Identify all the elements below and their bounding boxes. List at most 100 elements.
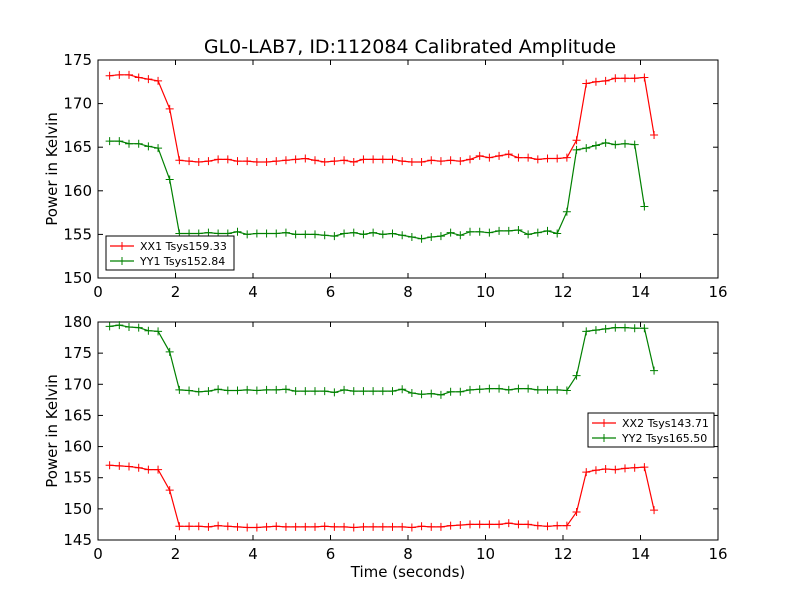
data-point	[281, 385, 290, 394]
data-point	[591, 77, 600, 86]
data-point	[591, 466, 600, 475]
legend-label: XX2 Tsys143.71	[622, 417, 709, 430]
data-point	[650, 506, 659, 515]
data-point	[456, 387, 465, 396]
data-point	[154, 327, 163, 336]
data-point	[621, 74, 629, 83]
data-point	[427, 522, 436, 531]
x-tick-label: 12	[553, 283, 572, 301]
data-point	[524, 230, 533, 239]
data-point	[466, 155, 474, 164]
y-tick-label: 150	[63, 500, 92, 518]
data-point	[417, 234, 426, 243]
y-tick-label: 160	[63, 438, 92, 456]
series-xx1	[105, 70, 659, 167]
data-point	[262, 522, 271, 531]
data-point	[223, 386, 232, 395]
legend-marker	[600, 419, 608, 427]
data-point	[359, 155, 368, 164]
data-point	[591, 326, 600, 335]
data-point	[524, 153, 533, 162]
data-point	[204, 157, 213, 166]
data-point	[262, 158, 271, 167]
x-tick-label: 2	[171, 283, 181, 301]
data-point	[320, 231, 329, 240]
x-tick-label: 0	[93, 283, 103, 301]
y-tick-label: 155	[63, 469, 92, 487]
data-point	[572, 145, 581, 154]
y-tick-label: 175	[63, 344, 92, 362]
data-point	[243, 523, 252, 532]
data-point	[427, 389, 436, 398]
data-point	[378, 387, 387, 396]
legend-marker	[118, 242, 126, 250]
data-point	[466, 520, 474, 529]
series-yy1	[105, 137, 649, 243]
data-point	[349, 387, 358, 396]
data-point	[562, 521, 571, 530]
data-point	[125, 139, 133, 148]
data-point	[601, 464, 610, 473]
data-point	[388, 387, 397, 396]
data-point	[388, 522, 397, 531]
data-point	[407, 158, 416, 167]
data-point	[165, 175, 174, 184]
data-point	[105, 322, 114, 331]
legend-marker	[600, 434, 608, 442]
data-point	[125, 70, 133, 79]
data-point	[553, 385, 562, 394]
top-plot: 0 2 4 6 8 10 12 14 16 150 155 160 165 170 175 Power in …	[43, 51, 728, 301]
data-point	[144, 75, 153, 84]
data-point	[640, 324, 649, 333]
data-point	[572, 371, 581, 380]
data-point	[301, 230, 310, 239]
data-point	[301, 522, 310, 531]
data-point	[185, 157, 194, 166]
data-point	[417, 522, 426, 531]
data-point	[311, 522, 319, 531]
data-point	[204, 387, 213, 396]
data-point	[611, 465, 620, 474]
data-point	[194, 522, 203, 531]
y-tick-label: 145	[63, 531, 92, 549]
data-point	[495, 226, 504, 235]
data-point	[621, 139, 629, 148]
series-line	[109, 324, 655, 396]
data-point	[369, 155, 378, 164]
data-point	[398, 157, 407, 166]
data-point	[105, 137, 114, 146]
data-point	[630, 140, 639, 149]
data-point	[233, 386, 242, 395]
data-point	[543, 226, 552, 235]
data-point	[359, 522, 368, 531]
data-point	[340, 385, 349, 394]
data-point	[446, 156, 455, 165]
data-point	[252, 158, 261, 167]
data-point	[340, 156, 349, 165]
y-axis-label: Power in Kelvin	[43, 112, 61, 226]
data-point	[601, 324, 610, 333]
data-point	[262, 385, 271, 394]
legend: XX2 Tsys143.71 YY2 Tsys165.50	[587, 412, 715, 448]
data-point	[436, 157, 445, 166]
data-point	[105, 71, 114, 80]
data-point	[543, 385, 552, 394]
bottom-plot: 0 2 4 6 8 10 12 14 16 145 150 155 160 165 170 175 180 Pow…	[43, 313, 728, 581]
data-point	[562, 153, 571, 162]
data-point	[398, 231, 407, 240]
data-point	[301, 154, 310, 163]
data-point	[233, 157, 242, 166]
y-tick-label: 160	[63, 182, 92, 200]
data-point	[630, 74, 639, 83]
y-tick-label: 165	[63, 138, 92, 156]
data-point	[330, 232, 339, 241]
data-point	[475, 385, 484, 394]
data-point	[291, 522, 300, 531]
data-point	[553, 521, 562, 530]
data-point	[359, 387, 368, 396]
data-point	[194, 387, 203, 396]
data-point	[223, 522, 232, 531]
series-xx2	[105, 461, 659, 532]
x-tick-label: 12	[553, 545, 572, 563]
data-point	[291, 230, 300, 239]
